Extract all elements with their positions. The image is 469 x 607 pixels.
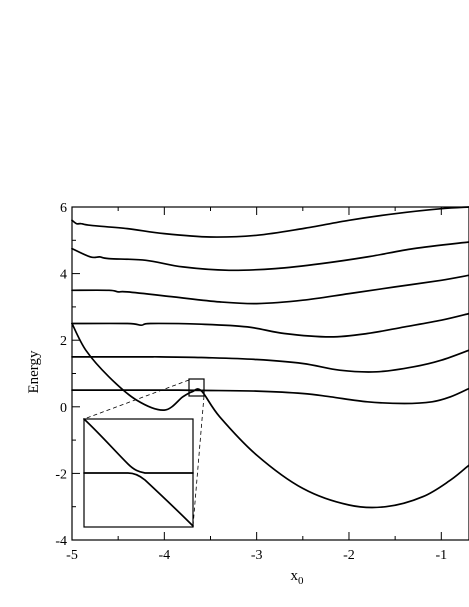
x-tick-label: -3 bbox=[251, 548, 263, 563]
energy-curve-6 bbox=[71, 206, 469, 238]
zoom-connector-bottom bbox=[192, 395, 205, 527]
x-tick-label: -1 bbox=[435, 548, 447, 563]
energy-curve-1 bbox=[71, 387, 469, 405]
x-tick-label: -4 bbox=[158, 548, 170, 563]
x-tick-label: -2 bbox=[343, 548, 355, 563]
axis-ticks bbox=[71, 206, 442, 541]
y-axis-label: Energy bbox=[26, 350, 42, 394]
y-tick-label: 0 bbox=[60, 401, 67, 416]
y-tick-label: -2 bbox=[55, 467, 67, 482]
zoom-region-box bbox=[188, 378, 205, 397]
energy-curve-5 bbox=[71, 241, 469, 272]
y-tick-label: 6 bbox=[60, 201, 67, 216]
chart-curves bbox=[71, 206, 469, 509]
zoom-connector-top bbox=[83, 379, 190, 420]
y-tick-label: -4 bbox=[55, 534, 67, 549]
y-tick-label: 2 bbox=[60, 334, 67, 349]
energy-curve-4 bbox=[71, 274, 469, 305]
energy-curve-2 bbox=[71, 349, 469, 373]
energy-curve-3 bbox=[71, 312, 469, 338]
y-tick-label: 4 bbox=[60, 268, 67, 283]
x-tick-label: -5 bbox=[66, 548, 78, 563]
x-axis-label: x0 bbox=[291, 568, 305, 587]
inset-curve-descending-lower bbox=[83, 472, 194, 527]
inset-plot bbox=[83, 418, 194, 528]
inset-curve-descending-upper bbox=[83, 418, 194, 474]
